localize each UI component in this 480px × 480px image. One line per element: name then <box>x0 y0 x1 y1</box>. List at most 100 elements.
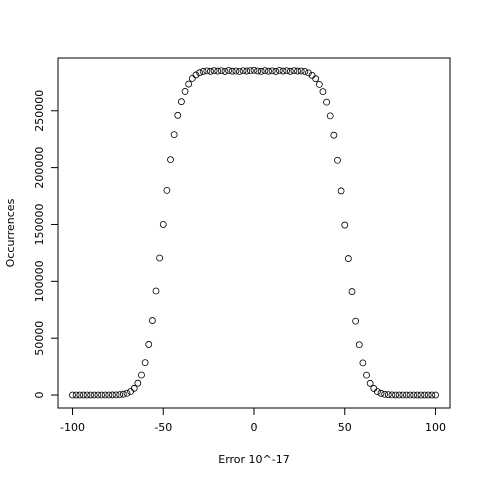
x-tick-label: -50 <box>154 421 172 434</box>
point <box>112 391 120 399</box>
point <box>228 67 236 75</box>
point <box>344 255 352 262</box>
point <box>170 131 178 139</box>
point <box>355 341 363 349</box>
point <box>87 391 95 399</box>
y-axis-label: Occurrences <box>4 198 17 267</box>
point <box>348 288 356 295</box>
point <box>428 391 436 399</box>
point <box>319 88 327 96</box>
y-tick-label: 200000 <box>33 147 46 189</box>
point <box>392 391 399 399</box>
point <box>119 390 127 398</box>
point <box>174 111 182 119</box>
point <box>261 67 269 75</box>
point <box>138 371 145 379</box>
point <box>352 317 360 325</box>
point <box>123 389 131 397</box>
point <box>254 67 262 75</box>
y-tick-label: 50000 <box>33 321 46 356</box>
point <box>83 391 91 399</box>
point <box>257 67 265 75</box>
point <box>207 67 214 75</box>
point <box>403 391 410 399</box>
point <box>181 88 189 95</box>
point <box>326 112 334 120</box>
point <box>188 74 196 82</box>
point <box>377 389 385 397</box>
point <box>265 67 272 75</box>
point <box>156 254 164 262</box>
point <box>359 359 367 367</box>
point <box>210 67 218 75</box>
point <box>268 67 276 75</box>
point <box>366 379 374 387</box>
point <box>134 379 142 387</box>
point <box>272 68 280 75</box>
point <box>94 391 102 399</box>
y-tick-label: 250000 <box>33 90 46 132</box>
point <box>363 371 370 379</box>
point <box>148 317 156 324</box>
y-tick-label: 150000 <box>33 203 46 245</box>
point <box>178 98 185 106</box>
point <box>374 388 381 396</box>
point <box>239 67 247 75</box>
point <box>384 391 392 399</box>
point <box>334 156 341 164</box>
point <box>105 391 113 399</box>
point <box>283 67 291 75</box>
point <box>417 391 425 399</box>
point <box>141 359 149 367</box>
point <box>388 391 396 399</box>
point <box>167 156 174 164</box>
point <box>76 391 84 399</box>
point <box>294 67 301 75</box>
point <box>185 80 193 88</box>
point <box>308 71 316 79</box>
point <box>250 66 258 74</box>
point <box>225 67 232 74</box>
point <box>130 384 138 392</box>
point <box>297 67 305 75</box>
point <box>410 391 418 399</box>
point <box>337 187 345 195</box>
point <box>98 391 105 399</box>
point <box>246 67 254 75</box>
point <box>381 390 389 398</box>
x-tick-label: 0 <box>251 421 258 434</box>
point <box>330 131 338 139</box>
x-tick-label: 50 <box>338 421 352 434</box>
point <box>301 68 309 75</box>
point <box>276 67 283 74</box>
x-tick-label: -100 <box>60 421 85 434</box>
point <box>192 71 200 79</box>
point <box>116 391 124 399</box>
point <box>236 68 243 75</box>
x-tick-label: 100 <box>425 421 446 434</box>
point <box>101 391 109 399</box>
point <box>199 68 207 75</box>
point <box>243 67 251 75</box>
point <box>109 391 116 399</box>
point <box>72 391 80 399</box>
point <box>395 391 403 399</box>
point <box>315 80 323 88</box>
point <box>90 391 98 399</box>
point <box>80 391 87 399</box>
point <box>217 67 225 75</box>
point <box>341 221 349 229</box>
point <box>127 388 134 395</box>
point <box>286 67 294 75</box>
point <box>221 68 229 75</box>
point <box>413 391 421 399</box>
point <box>163 186 171 194</box>
point <box>399 391 407 399</box>
point <box>203 67 211 75</box>
point <box>279 67 287 75</box>
point <box>305 69 312 77</box>
y-tick-label: 100000 <box>33 260 46 302</box>
point <box>196 69 203 77</box>
point <box>424 391 432 399</box>
